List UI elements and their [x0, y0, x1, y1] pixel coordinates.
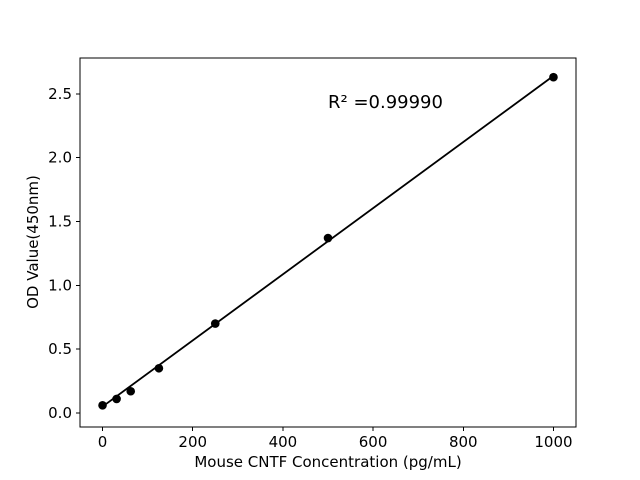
- y-tick-label: 0.5: [48, 340, 72, 358]
- y-tick-label: 2.0: [48, 149, 72, 167]
- x-axis-title: Mouse CNTF Concentration (pg/mL): [194, 453, 462, 471]
- x-tick-label: 1000: [534, 433, 572, 451]
- y-axis-title: OD Value(450nm): [24, 175, 42, 309]
- x-tick-label: 200: [178, 433, 207, 451]
- x-tick-label: 600: [359, 433, 388, 451]
- x-tick-label: 400: [269, 433, 298, 451]
- data-point: [126, 386, 136, 396]
- y-tick-label: 2.5: [48, 85, 72, 103]
- data-point: [112, 394, 121, 404]
- data-point: [323, 233, 333, 243]
- data-point: [154, 363, 164, 373]
- plot-frame: [79, 57, 577, 428]
- y-tick-label: 1.0: [48, 276, 72, 294]
- x-tick-label: 0: [98, 433, 108, 451]
- x-tick-label: 800: [449, 433, 478, 451]
- y-tick-label: 1.5: [48, 212, 72, 230]
- r-squared-annotation: R² =0.99990: [328, 92, 443, 113]
- y-tick-label: 0.0: [48, 404, 72, 422]
- data-point: [210, 319, 220, 328]
- data-point: [549, 72, 558, 82]
- data-point: [98, 400, 107, 410]
